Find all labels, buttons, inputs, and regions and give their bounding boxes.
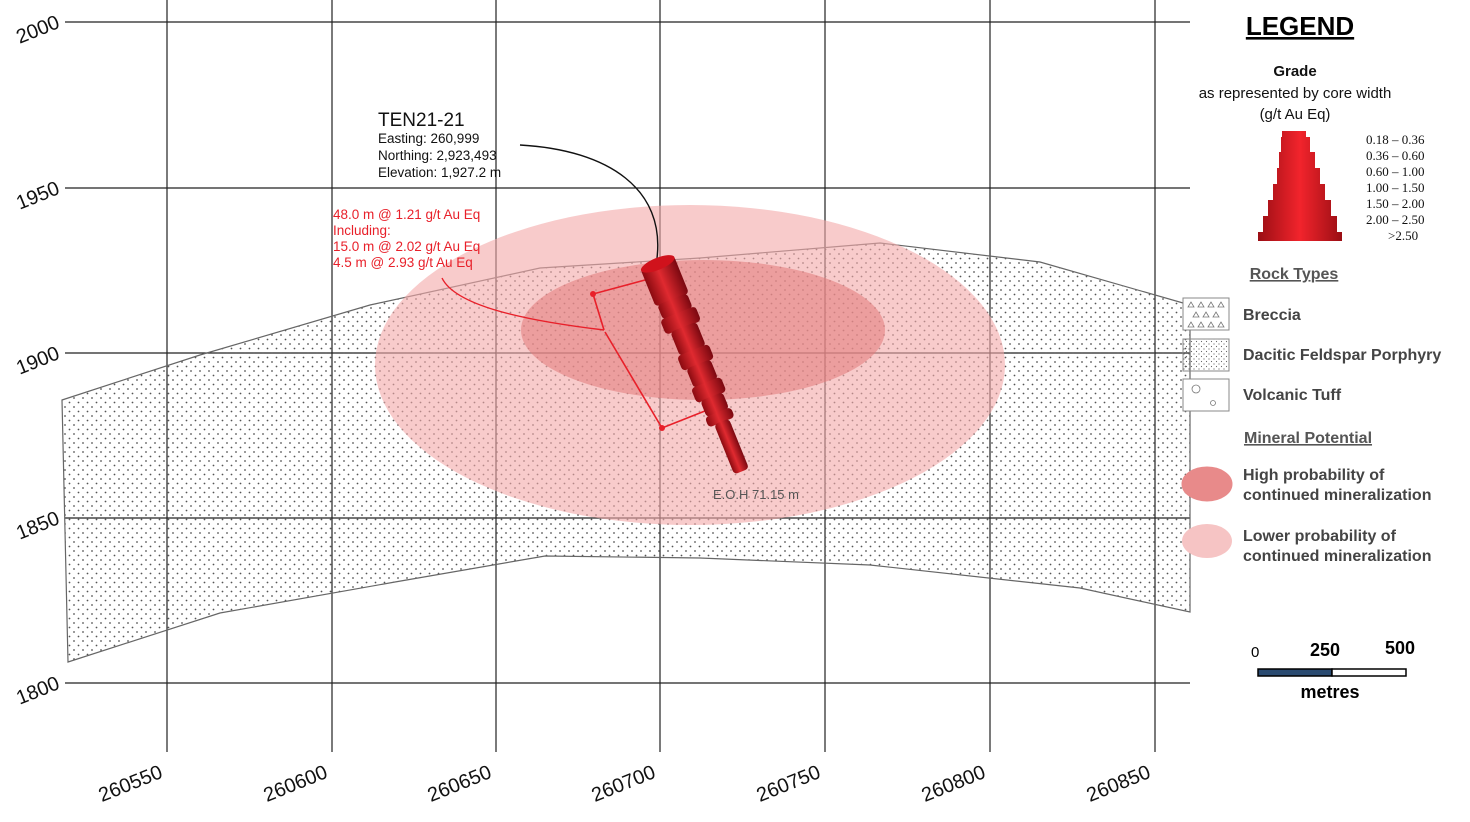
y-tick-label: 1900 [13,342,63,379]
grade-range-6: 2.00 – 2.50 [1366,212,1425,227]
drill-hole-segment [715,419,748,474]
intercept-line-1: 48.0 m @ 1.21 g/t Au Eq [333,207,480,222]
scale-max-label: 500 [1385,638,1415,658]
x-axis-labels: 260550 260600 260650 260700 260750 260800 2608… [96,761,1154,806]
scale-bar-filled [1257,668,1333,677]
breccia-swatch [1182,297,1230,331]
drill-hole-collar-cap [640,255,675,273]
grade-cone-icon [1258,131,1342,241]
drill-hole-segment [661,307,701,334]
grade-range-5: 1.50 – 2.00 [1366,196,1425,211]
drill-hole-segment [701,393,728,417]
end-of-hole-label: E.O.H 71.15 m [713,487,799,502]
drill-hole-segment [692,377,726,403]
intercept-line-2: Including: [333,223,391,238]
rock-type-porphyry: Dacitic Feldspar Porphyry [1243,347,1441,364]
lower-probability-line-1: Lower probability of [1243,528,1397,545]
hole-easting: Easting: 260,999 [378,131,479,146]
high-probability-zone [521,260,885,400]
high-probability-swatch [1181,466,1233,502]
x-tick-label: 260700 [589,761,659,806]
legend: LEGEND Grade as represented by core widt… [1181,11,1441,702]
drill-hole-segment [671,322,705,356]
legend-title: LEGEND [1246,11,1354,41]
intercept-line-3: 15.0 m @ 2.02 g/t Au Eq [333,239,480,254]
grade-range-4: 1.00 – 1.50 [1366,180,1425,195]
bracket-marker-bottom [659,425,665,431]
scale-unit-label: metres [1300,682,1359,702]
y-tick-label: 2000 [13,11,63,48]
y-tick-label: 1800 [13,672,63,709]
x-tick-label: 260600 [261,761,331,806]
grade-subtitle-2: (g/t Au Eq) [1260,106,1331,123]
grade-range-3: 0.60 – 1.00 [1366,164,1425,179]
grade-title: Grade [1273,63,1316,80]
lower-probability-line-2: continued mineralization [1243,548,1431,565]
tuff-swatch [1182,378,1230,412]
x-tick-label: 260850 [1084,761,1154,806]
scale-mid-label: 250 [1310,640,1340,660]
y-tick-label: 1950 [13,177,63,214]
x-tick-label: 260550 [96,761,166,806]
y-axis-labels: 2000 1950 1900 1850 1800 [13,11,63,709]
intercept-line-4: 4.5 m @ 2.93 g/t Au Eq [333,255,473,270]
rock-types-title: Rock Types [1250,266,1339,283]
high-probability-line-2: continued mineralization [1243,487,1431,504]
high-probability-line-1: High probability of [1243,467,1385,484]
grade-range-7: >2.50 [1388,228,1418,243]
drill-hole-segment [678,344,714,371]
hole-northing: Northing: 2,923,493 [378,148,497,163]
collar-leader-line [519,144,659,259]
drill-hole-segment [687,360,717,388]
tuff-circle-icon-small [1210,400,1216,406]
y-tick-label: 1850 [13,507,63,544]
porphyry-swatch [1182,338,1230,372]
drill-hole-trace [640,255,748,474]
scale-bar-empty [1331,668,1407,677]
rock-type-tuff: Volcanic Tuff [1243,387,1342,404]
scale-zero-label: 0 [1251,644,1259,661]
intercept-leader-line [441,277,605,331]
tuff-circle-icon [1191,384,1201,394]
mineral-potential-title: Mineral Potential [1244,430,1372,447]
grade-range-2: 0.36 – 0.60 [1366,148,1425,163]
rock-type-breccia: Breccia [1243,307,1301,324]
drill-hole-segment [658,294,692,319]
hole-elevation: Elevation: 1,927.2 m [378,165,501,180]
grade-range-1: 0.18 – 0.36 [1366,132,1425,147]
breccia-triangle-icons [1187,301,1225,328]
x-tick-label: 260800 [919,761,989,806]
lower-probability-swatch [1182,524,1232,558]
drill-hole-segment [705,408,734,427]
grade-subtitle-1: as represented by core width [1199,85,1392,102]
hole-name: TEN21-21 [378,110,465,131]
x-tick-label: 260650 [425,761,495,806]
x-tick-label: 260750 [754,761,824,806]
bracket-marker-top [590,291,596,297]
